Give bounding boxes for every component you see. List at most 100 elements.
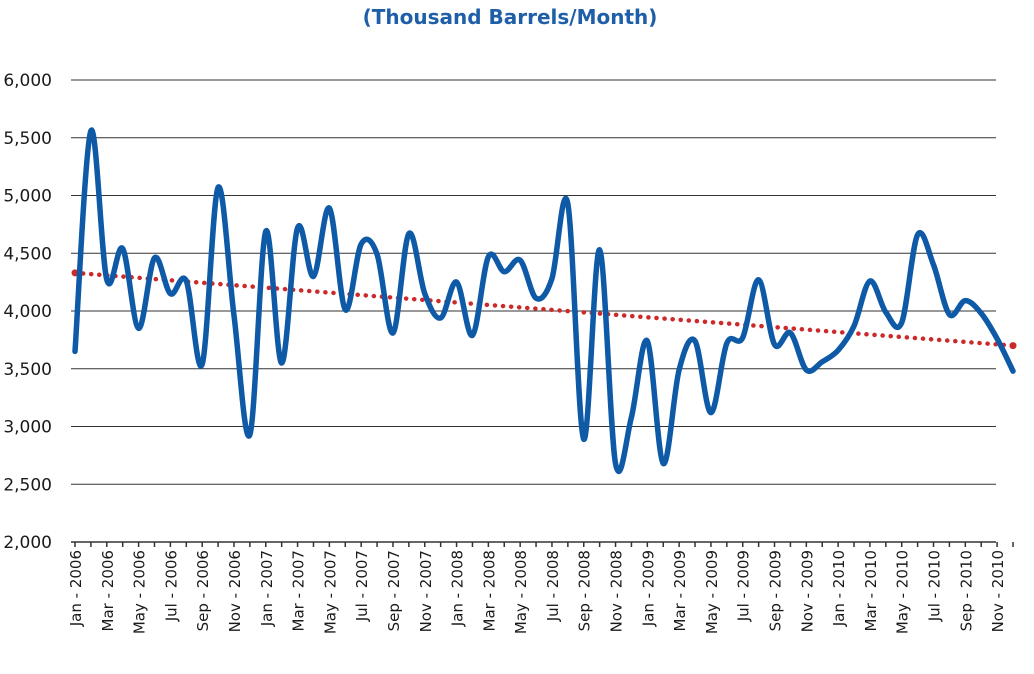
data-point — [264, 229, 268, 233]
x-tick-label: Jan - 2010 — [830, 550, 848, 627]
data-point — [614, 461, 618, 465]
x-tick-label: May - 2009 — [703, 550, 721, 634]
y-tick-label: 3,000 — [3, 418, 52, 438]
series-line — [72, 127, 1016, 475]
data-point — [709, 411, 713, 415]
data-point — [645, 339, 649, 343]
x-tick-label: Jul - 2006 — [162, 550, 180, 622]
data-point — [868, 279, 872, 283]
y-tick-label: 5,500 — [3, 129, 52, 149]
x-tick-label: May - 2010 — [894, 550, 912, 634]
x-tick-label: May - 2007 — [321, 550, 339, 634]
data-point — [598, 248, 602, 252]
data-point — [852, 324, 856, 328]
y-tick-label: 6,000 — [3, 71, 52, 91]
x-tick-label: Mar - 2009 — [671, 550, 689, 631]
data-point — [741, 336, 745, 340]
data-point — [184, 279, 188, 283]
data-point — [629, 415, 633, 419]
data-point — [677, 368, 681, 372]
data-point — [200, 362, 204, 366]
data-point — [232, 314, 236, 318]
data-point — [534, 296, 538, 300]
chart-title: (Thousand Barrels/Month) — [363, 5, 658, 29]
data-point — [455, 280, 459, 284]
x-tick-label: Nov - 2006 — [226, 550, 244, 632]
data-point — [343, 308, 347, 312]
y-tick-label: 5,000 — [3, 187, 52, 207]
data-point — [963, 299, 967, 303]
x-tick-label: Jul - 2008 — [544, 550, 562, 622]
data-point — [137, 326, 141, 330]
x-tick-label: Jul - 2010 — [926, 550, 944, 622]
x-tick-label: Jan - 2009 — [639, 550, 657, 627]
x-tick-label: Nov - 2009 — [798, 550, 816, 632]
y-tick-label: 2,500 — [3, 475, 52, 495]
data-point — [502, 270, 506, 274]
x-tick-label: Nov - 2007 — [417, 550, 435, 632]
data-point — [327, 206, 331, 210]
x-tick-label: Jan - 2006 — [67, 550, 85, 627]
data-point — [550, 277, 554, 281]
data-point — [582, 437, 586, 441]
x-tick-label: May - 2006 — [131, 550, 149, 634]
data-point — [884, 310, 888, 314]
data-point — [470, 333, 474, 337]
y-tick-label: 4,500 — [3, 244, 52, 264]
data-point — [89, 129, 93, 133]
x-tick-label: Jul - 2007 — [353, 550, 371, 622]
data-point — [518, 258, 522, 262]
data-point — [773, 342, 777, 346]
data-point — [995, 337, 999, 341]
x-tick-label: Sep - 2008 — [576, 550, 594, 631]
data-point — [725, 341, 729, 345]
data-point — [566, 202, 570, 206]
data-point — [423, 292, 427, 296]
data-point — [105, 278, 109, 282]
data-point — [1011, 369, 1015, 373]
data-point — [820, 360, 824, 364]
data-point — [979, 311, 983, 315]
x-tick-label: May - 2008 — [512, 550, 530, 634]
x-tick-label: Jan - 2007 — [258, 550, 276, 627]
data-point — [73, 349, 77, 353]
x-tick-label: Mar - 2010 — [862, 550, 880, 631]
data-point — [486, 255, 490, 259]
data-point — [152, 256, 156, 260]
data-point — [311, 274, 315, 278]
data-point — [932, 263, 936, 267]
data-point — [804, 368, 808, 372]
x-tick-label: Jul - 2009 — [735, 550, 753, 622]
x-tick-label: Mar - 2006 — [99, 550, 117, 631]
data-point — [757, 278, 761, 282]
x-tick-label: Sep - 2010 — [957, 550, 975, 631]
data-point — [168, 292, 172, 296]
data-point — [391, 331, 395, 335]
data-point — [788, 331, 792, 335]
x-tick-label: Nov - 2010 — [989, 550, 1007, 632]
x-tick-label: Mar - 2008 — [480, 550, 498, 631]
y-tick-label: 2,000 — [3, 533, 52, 553]
data-point — [836, 348, 840, 352]
data-point — [693, 339, 697, 343]
data-point — [407, 232, 411, 236]
y-axis-ticks: 2,000 2,500 3,000 3,500 4,000 4,500 5,000 5,500… — [3, 71, 52, 553]
trend-endpoint — [1009, 342, 1017, 350]
data-point — [375, 252, 379, 256]
data-point — [661, 461, 665, 465]
data-point — [280, 361, 284, 365]
x-axis-ticks: Jan - 2006 Mar - 2006 May - 2006 Jul - 2006… — [67, 542, 1014, 634]
x-tick-label: Sep - 2006 — [194, 550, 212, 631]
data-point — [439, 316, 443, 320]
x-tick-label: Nov - 2008 — [608, 550, 626, 632]
data-point — [296, 226, 300, 230]
data-point — [121, 247, 125, 251]
y-tick-label: 3,500 — [3, 360, 52, 380]
x-tick-label: Jan - 2008 — [449, 550, 467, 627]
data-point — [900, 321, 904, 325]
data-point — [916, 233, 920, 237]
y-tick-label: 4,000 — [3, 302, 52, 322]
data-point — [359, 242, 363, 246]
data-point — [216, 185, 220, 189]
